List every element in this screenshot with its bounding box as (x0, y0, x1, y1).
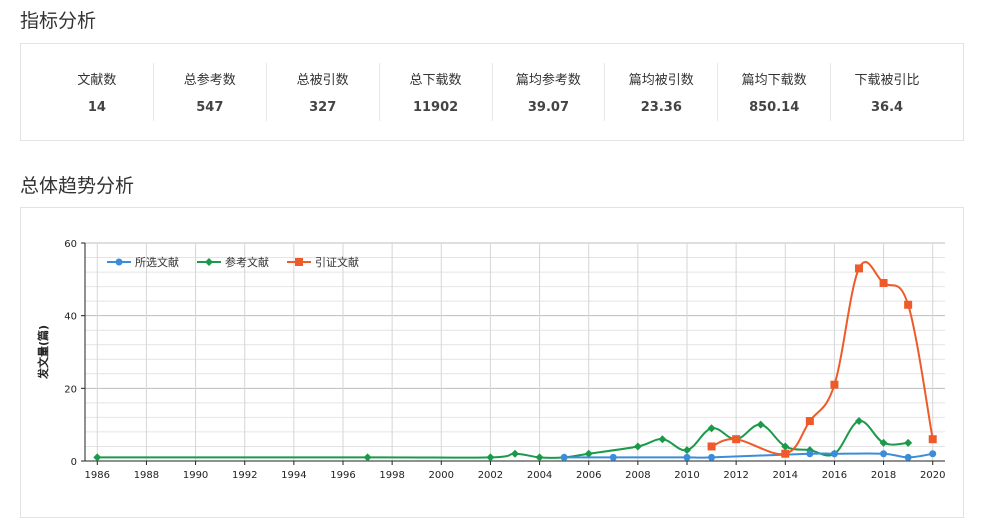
y-tick-label: 40 (64, 312, 77, 323)
x-tick-label: 2016 (822, 470, 847, 481)
data-point (855, 264, 863, 273)
metric-value: 327 (309, 100, 337, 115)
metric-value: 23.36 (640, 100, 682, 115)
section-title-trend: 总体趋势分析 (20, 175, 135, 197)
legend: 所选文献 参考文献 引证文献 (107, 255, 359, 269)
metric-4: 篇均参考数 39.07 (493, 63, 606, 121)
metric-label: 篇均下载数 (741, 73, 807, 88)
x-tick-label: 1998 (379, 470, 404, 481)
legend-label: 所选文献 (135, 255, 179, 269)
series-2 (707, 261, 937, 458)
metric-value: 14 (87, 100, 106, 115)
y-axis-title: 发文量(篇) (36, 325, 50, 380)
metric-label: 篇均被引数 (628, 73, 694, 88)
metric-0: 文献数 14 (41, 63, 154, 121)
trend-chart-panel: 1986 1988 1990 1992 1994 1996 1998 2000 2002 2004… (20, 207, 964, 518)
data-point (658, 435, 667, 444)
data-point (732, 435, 741, 444)
data-point (560, 453, 568, 461)
data-point (633, 442, 642, 451)
x-tick-label: 2008 (625, 470, 650, 481)
metric-value: 11902 (412, 100, 459, 115)
x-tick-label: 1990 (183, 470, 208, 481)
data-point (756, 420, 765, 429)
metric-label: 文献数 (77, 73, 117, 88)
data-point (93, 453, 102, 462)
y-tick-label: 0 (71, 457, 77, 468)
data-point (707, 442, 716, 451)
legend-marker-diamond (205, 258, 213, 266)
data-point (806, 450, 814, 458)
x-tick-label: 2002 (478, 470, 503, 481)
legend-label: 引证文献 (315, 255, 359, 269)
data-point (830, 380, 839, 389)
metric-5: 篇均被引数 23.36 (605, 63, 719, 121)
metric-7: 下载被引比 36.4 (831, 63, 943, 121)
series-line (564, 452, 933, 459)
plot-area (85, 243, 945, 461)
data-point (781, 442, 790, 451)
legend-label: 参考文献 (225, 255, 269, 269)
x-tick-label: 2020 (920, 470, 945, 481)
metric-label: 总参考数 (183, 73, 236, 88)
y-tick-label: 60 (64, 239, 77, 250)
x-tick-label: 2004 (527, 470, 552, 481)
x-tick-label: 1988 (134, 470, 159, 481)
x-tick-label: 1996 (330, 470, 355, 481)
data-point (584, 449, 593, 458)
data-point (683, 453, 691, 461)
metric-value: 39.07 (527, 100, 569, 115)
data-point (708, 453, 716, 461)
data-point (879, 438, 888, 447)
data-point (511, 449, 519, 458)
data-point (609, 453, 617, 461)
series-1 (93, 417, 913, 462)
data-point (535, 453, 544, 462)
metric-value: 850.14 (749, 100, 800, 115)
x-tick-label: 2018 (871, 470, 896, 481)
data-point (929, 450, 937, 458)
data-point (805, 417, 814, 426)
metric-value: 547 (196, 100, 224, 115)
x-tick-label: 2000 (429, 470, 454, 481)
x-tick-label: 1986 (85, 470, 110, 481)
metric-label: 下载被引比 (854, 73, 920, 88)
metric-label: 篇均参考数 (515, 73, 581, 88)
data-point (928, 435, 937, 444)
x-tick-label: 2010 (674, 470, 699, 481)
metric-label: 总下载数 (409, 73, 462, 88)
legend-marker-square (295, 258, 303, 266)
section-title-indicators: 指标分析 (20, 10, 97, 32)
data-point (904, 453, 912, 461)
x-tick-label: 1994 (281, 470, 306, 481)
metric-value: 36.4 (871, 100, 904, 115)
metric-6: 篇均下载数 850.14 (718, 63, 832, 121)
data-point (904, 300, 913, 309)
legend-marker-circle (115, 258, 123, 266)
data-point (683, 446, 691, 455)
data-point (830, 450, 838, 458)
metric-2: 总被引数 327 (267, 63, 380, 121)
x-tick-label: 2012 (723, 470, 748, 481)
y-tick-label: 20 (64, 384, 77, 395)
data-point (486, 453, 495, 462)
metric-1: 总参考数 547 (154, 63, 267, 121)
data-point (879, 278, 888, 287)
data-point (855, 417, 863, 426)
data-point (904, 438, 913, 447)
x-tick-label: 1992 (232, 470, 257, 481)
trend-chart: 1986 1988 1990 1992 1994 1996 1998 2000 2002 2004… (36, 239, 945, 481)
x-tick-label: 2014 (773, 470, 798, 481)
metrics-panel: 文献数 14 总参考数 547 总被引数 327 总下载数 11902 篇均参考数 39.07 篇均… (20, 43, 964, 141)
x-tick-label: 2006 (576, 470, 601, 481)
data-point (781, 449, 790, 458)
data-point (707, 424, 716, 433)
metric-label: 总被引数 (296, 73, 349, 88)
data-point (363, 453, 372, 462)
series-0 (560, 450, 937, 461)
metric-3: 总下载数 11902 (380, 63, 493, 121)
data-point (880, 450, 888, 458)
